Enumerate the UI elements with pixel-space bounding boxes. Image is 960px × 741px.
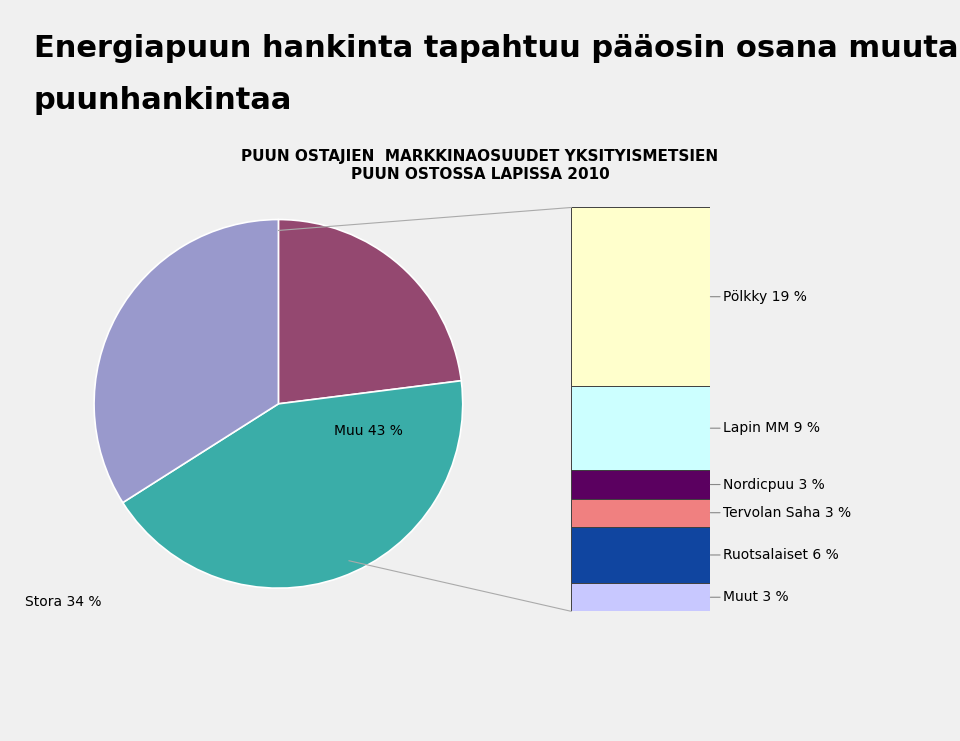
Bar <box>571 499 710 527</box>
Text: Nordicpuu 3 %: Nordicpuu 3 % <box>710 477 825 491</box>
Text: Muu 43 %: Muu 43 % <box>334 425 402 439</box>
Text: Ruotsalaiset 6 %: Ruotsalaiset 6 % <box>710 548 839 562</box>
Bar <box>571 527 710 583</box>
Text: Tervolan Saha 3 %: Tervolan Saha 3 % <box>710 505 851 519</box>
Text: PUUN OSTAJIEN  MARKKINAOSUUDET YKSITYISMETSIEN
PUUN OSTOSSA LAPISSA 2010: PUUN OSTAJIEN MARKKINAOSUUDET YKSITYISME… <box>241 150 719 182</box>
Wedge shape <box>123 381 463 588</box>
Text: Lapin MM 9 %: Lapin MM 9 % <box>710 421 820 435</box>
Bar <box>571 386 710 471</box>
Bar <box>571 471 710 499</box>
Wedge shape <box>94 219 278 502</box>
Bar <box>571 583 710 611</box>
Text: Pölkky 19 %: Pölkky 19 % <box>710 290 806 304</box>
Wedge shape <box>278 219 461 404</box>
Text: puunhankintaa: puunhankintaa <box>34 86 292 115</box>
Text: Stora 34 %: Stora 34 % <box>25 595 102 609</box>
Text: Energiapuun hankinta tapahtuu pääosin osana muuta: Energiapuun hankinta tapahtuu pääosin os… <box>34 35 958 64</box>
Text: Muut 3 %: Muut 3 % <box>710 591 788 604</box>
Bar <box>571 207 710 386</box>
